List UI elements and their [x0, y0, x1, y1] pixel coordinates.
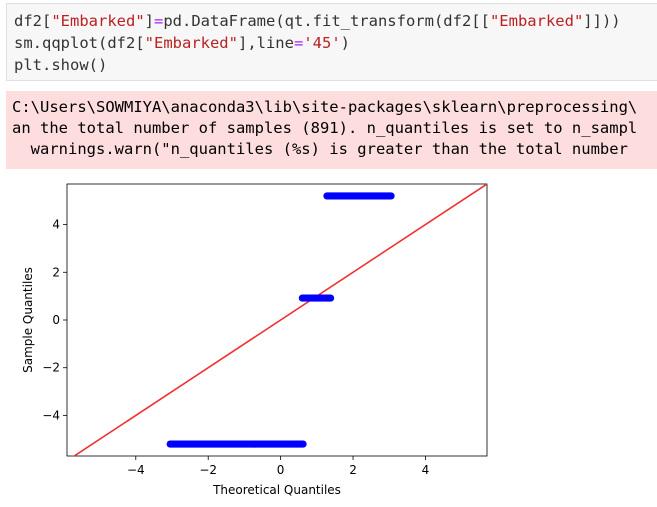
y-tick-label: −4 [42, 408, 60, 422]
qq-plot: −4 −2 0 2 4 −4 −2 0 2 4 Theoretical Quantiles Sa… [21, 183, 488, 497]
y-axis-label: Sample Quantiles [21, 267, 35, 373]
warning-line: an the total number of samples (891). n_… [12, 119, 638, 137]
code-line: plt.show() [14, 55, 107, 75]
y-axis-ticks: −4 −2 0 2 4 [42, 218, 67, 422]
data-point [326, 294, 335, 302]
x-tick-label: −4 [127, 463, 145, 477]
code-token: ) [340, 34, 350, 52]
x-tick-label: −2 [199, 463, 217, 477]
y-tick-label: −2 [42, 361, 60, 375]
code-token: "Embarked" [144, 34, 238, 52]
code-token: "Embarked" [489, 12, 584, 30]
code-token: = [154, 12, 164, 30]
code-token: plt.show() [14, 56, 108, 74]
code-token: = [293, 34, 304, 52]
x-axis-label: Theoretical Quantiles [212, 483, 341, 497]
warning-line: C:\Users\SOWMIYA\anaconda3\lib\site-pack… [12, 98, 638, 116]
points-group [166, 192, 395, 448]
reference-line [72, 184, 487, 456]
code-line: sm.qqplot(df2["Embarked"],line='45') [14, 33, 350, 53]
y-tick-label: 4 [52, 218, 60, 232]
code-token: ]])) [583, 12, 621, 30]
data-point [387, 192, 395, 200]
x-tick-label: 0 [277, 463, 285, 477]
x-tick-label: 4 [422, 463, 430, 477]
code-token: "Embarked" [51, 12, 145, 30]
code-token: ] [144, 12, 154, 30]
code-token: sm.qqplot(df2[ [14, 34, 145, 52]
code-token: '45' [303, 34, 341, 52]
code-token: df2[ [14, 12, 52, 30]
x-axis-ticks: −4 −2 0 2 4 [127, 456, 429, 477]
code-token: pd.DataFrame(qt.fit_transform(df2[[ [163, 12, 490, 30]
code-token: ],line [237, 34, 294, 52]
y-tick-label: 2 [52, 265, 60, 279]
warning-line: warnings.warn("n_quantiles (%s) is great… [12, 140, 628, 158]
warning-output: C:\Users\SOWMIYA\anaconda3\lib\site-pack… [6, 91, 657, 169]
y-tick-label: 0 [52, 313, 60, 327]
code-cell[interactable]: df2["Embarked"]=pd.DataFrame(qt.fit_tran… [6, 3, 657, 81]
x-tick-label: 2 [349, 463, 357, 477]
code-line: df2["Embarked"]=pd.DataFrame(qt.fit_tran… [14, 11, 621, 31]
data-point [299, 440, 307, 448]
reference-line-group [72, 184, 487, 456]
